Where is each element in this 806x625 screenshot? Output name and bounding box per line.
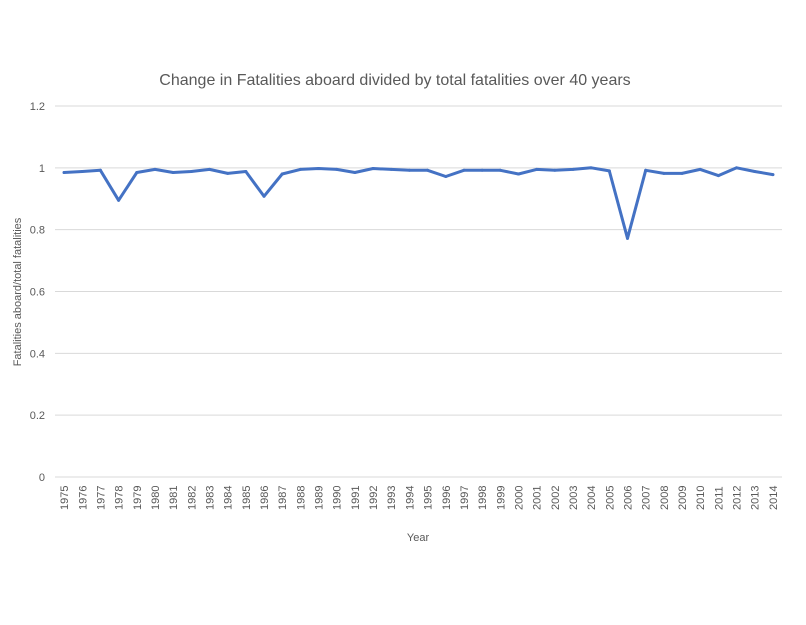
x-tick-label: 2014 [768,486,780,510]
x-tick-label: 1986 [259,486,271,510]
x-axis-label: Year [407,532,430,544]
x-tick-label: 2009 [677,486,689,510]
chart-title: Change in Fatalities aboard divided by t… [159,72,630,89]
x-tick-label: 2001 [532,486,544,510]
x-tick-label: 1998 [477,486,489,510]
x-tick-label: 1987 [277,486,289,510]
y-tick-label: 0.4 [30,348,45,360]
x-axis-ticks: 1975 1976 1977 1978 1979 1980 1981 1982 1983 1984… [59,486,780,510]
data-point [571,167,575,171]
data-point [171,170,175,174]
y-tick-label: 0.6 [30,287,45,299]
data-point [535,167,539,171]
x-tick-label: 2003 [568,486,580,510]
data-point [335,167,339,171]
x-tick-label: 1979 [132,486,144,510]
x-tick-label: 1992 [368,486,380,510]
data-point [117,198,121,202]
x-tick-label: 2002 [550,486,562,510]
data-point [371,166,375,170]
x-tick-label: 2007 [641,486,653,510]
x-tick-label: 1999 [495,486,507,510]
x-tick-label: 2013 [750,486,762,510]
series-layer [62,166,775,240]
data-point [589,166,593,170]
y-tick-label: 1.2 [30,101,45,113]
data-point [426,168,430,172]
data-point [480,168,484,172]
x-tick-label: 1995 [423,486,435,510]
x-tick-label: 1982 [186,486,198,510]
x-tick-label: 1991 [350,486,362,510]
y-tick-label: 1 [39,163,45,175]
x-tick-label: 1996 [441,486,453,510]
data-point [80,170,84,174]
data-point [644,168,648,172]
data-point [153,167,157,171]
data-point [298,167,302,171]
x-tick-label: 1975 [59,486,71,510]
data-point [207,167,211,171]
x-tick-label: 2005 [604,486,616,510]
y-axis-ticks: 0 0.2 0.4 0.6 0.8 1 1.2 [30,101,45,484]
data-point [317,166,321,170]
x-tick-label: 1994 [404,486,416,510]
x-tick-label: 2008 [659,486,671,510]
x-tick-label: 1977 [95,486,107,510]
data-point [189,170,193,174]
x-tick-label: 2011 [713,486,725,510]
x-tick-label: 2000 [513,486,525,510]
x-tick-label: 1993 [386,486,398,510]
y-tick-label: 0 [39,472,45,484]
y-axis-label: Fatalities aboard/total fatalities [12,217,24,366]
data-point [280,172,284,176]
data-point [244,170,248,174]
x-tick-label: 2012 [732,486,744,510]
y-tick-label: 0.2 [30,410,45,422]
x-tick-label: 1980 [150,486,162,510]
x-tick-label: 1981 [168,486,180,510]
data-point [662,171,666,175]
x-tick-label: 1988 [295,486,307,510]
data-point [553,168,557,172]
data-point [353,170,357,174]
x-tick-label: 1976 [77,486,89,510]
data-point [389,167,393,171]
data-point [62,170,66,174]
gridlines [55,105,782,478]
data-point [680,171,684,175]
data-point [753,170,757,174]
data-point [262,194,266,198]
x-tick-label: 2004 [586,486,598,510]
data-point [407,168,411,172]
data-point [462,168,466,172]
x-tick-label: 1978 [114,486,126,510]
data-point [735,166,739,170]
data-point [498,168,502,172]
x-tick-label: 1989 [314,486,326,510]
x-tick-label: 1984 [223,486,235,510]
data-point [698,167,702,171]
data-point [135,170,139,174]
data-point [98,168,102,172]
data-point [716,174,720,178]
data-point [771,173,775,177]
y-tick-label: 0.8 [30,225,45,237]
x-tick-label: 1985 [241,486,253,510]
x-tick-label: 1997 [459,486,471,510]
x-tick-label: 2006 [623,486,635,510]
x-tick-label: 1983 [204,486,216,510]
data-point [626,236,630,240]
data-point [516,172,520,176]
series-line [62,166,775,240]
data-point [444,174,448,178]
data-point [607,169,611,173]
x-tick-label: 1990 [332,486,344,510]
data-point [226,171,230,175]
x-tick-label: 2010 [695,486,707,510]
